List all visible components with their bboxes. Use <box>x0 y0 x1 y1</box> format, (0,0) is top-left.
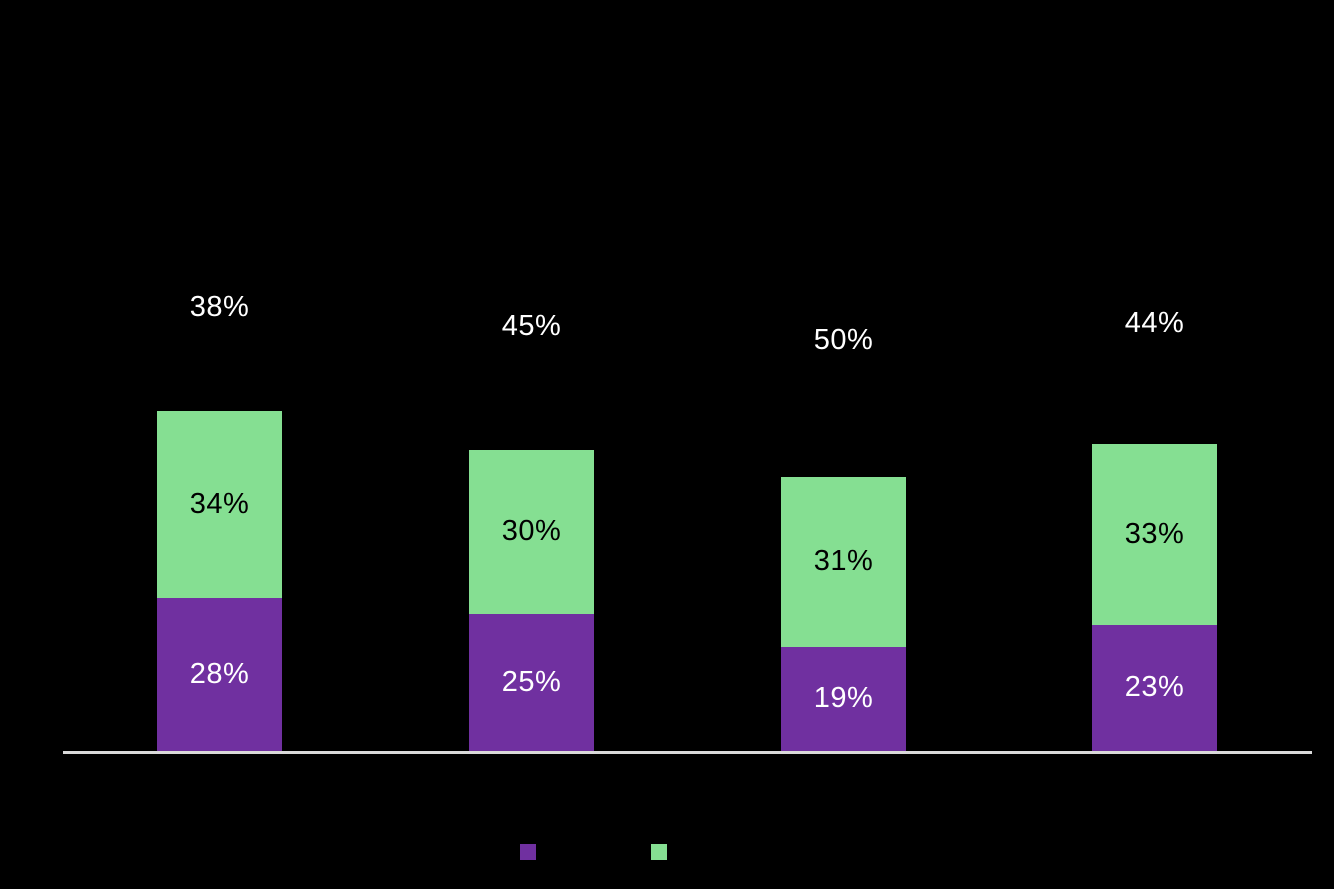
bar-4-purple-segment: 23% <box>1092 624 1217 751</box>
bar-2-green-label: 30% <box>501 515 562 548</box>
bar-2-remainder-segment: 45% <box>469 203 594 450</box>
x-axis-baseline <box>63 751 1312 754</box>
bar-3-green-segment: 31% <box>781 477 906 647</box>
bar-1-green-label: 34% <box>189 487 250 520</box>
bar-3-purple-segment: 19% <box>781 646 906 751</box>
bar-3-remainder-segment: 50% <box>781 203 906 477</box>
bar-3-total-label: 50% <box>813 323 874 356</box>
bar-2-purple-label: 25% <box>501 665 562 698</box>
bar-1-total-label: 38% <box>189 290 250 323</box>
stacked-bar-2: 45% 30% 25% <box>469 203 594 751</box>
bar-3-green-label: 31% <box>813 545 874 578</box>
bar-4-purple-label: 23% <box>1124 671 1185 704</box>
bar-4-remainder-segment: 44% <box>1092 203 1217 444</box>
stacked-bar-1: 38% 34% 28% <box>157 203 282 751</box>
bar-2-purple-segment: 25% <box>469 613 594 751</box>
bar-1-green-segment: 34% <box>157 411 282 598</box>
stacked-bar-4: 44% 33% 23% <box>1092 203 1217 751</box>
bar-2-green-segment: 30% <box>469 449 594 614</box>
legend-swatch-purple-icon <box>520 844 536 860</box>
bar-4-green-label: 33% <box>1124 518 1185 551</box>
legend-swatch-green-icon <box>651 844 667 860</box>
bar-1-purple-segment: 28% <box>157 597 282 751</box>
bar-1-remainder-segment: 38% <box>157 203 282 411</box>
bar-1-purple-label: 28% <box>189 657 250 690</box>
bar-4-total-label: 44% <box>1124 307 1185 340</box>
stacked-bar-3: 50% 31% 19% <box>781 203 906 751</box>
bar-4-green-segment: 33% <box>1092 444 1217 625</box>
bar-3-purple-label: 19% <box>813 682 874 715</box>
bar-2-total-label: 45% <box>501 309 562 342</box>
legend <box>0 844 1334 861</box>
